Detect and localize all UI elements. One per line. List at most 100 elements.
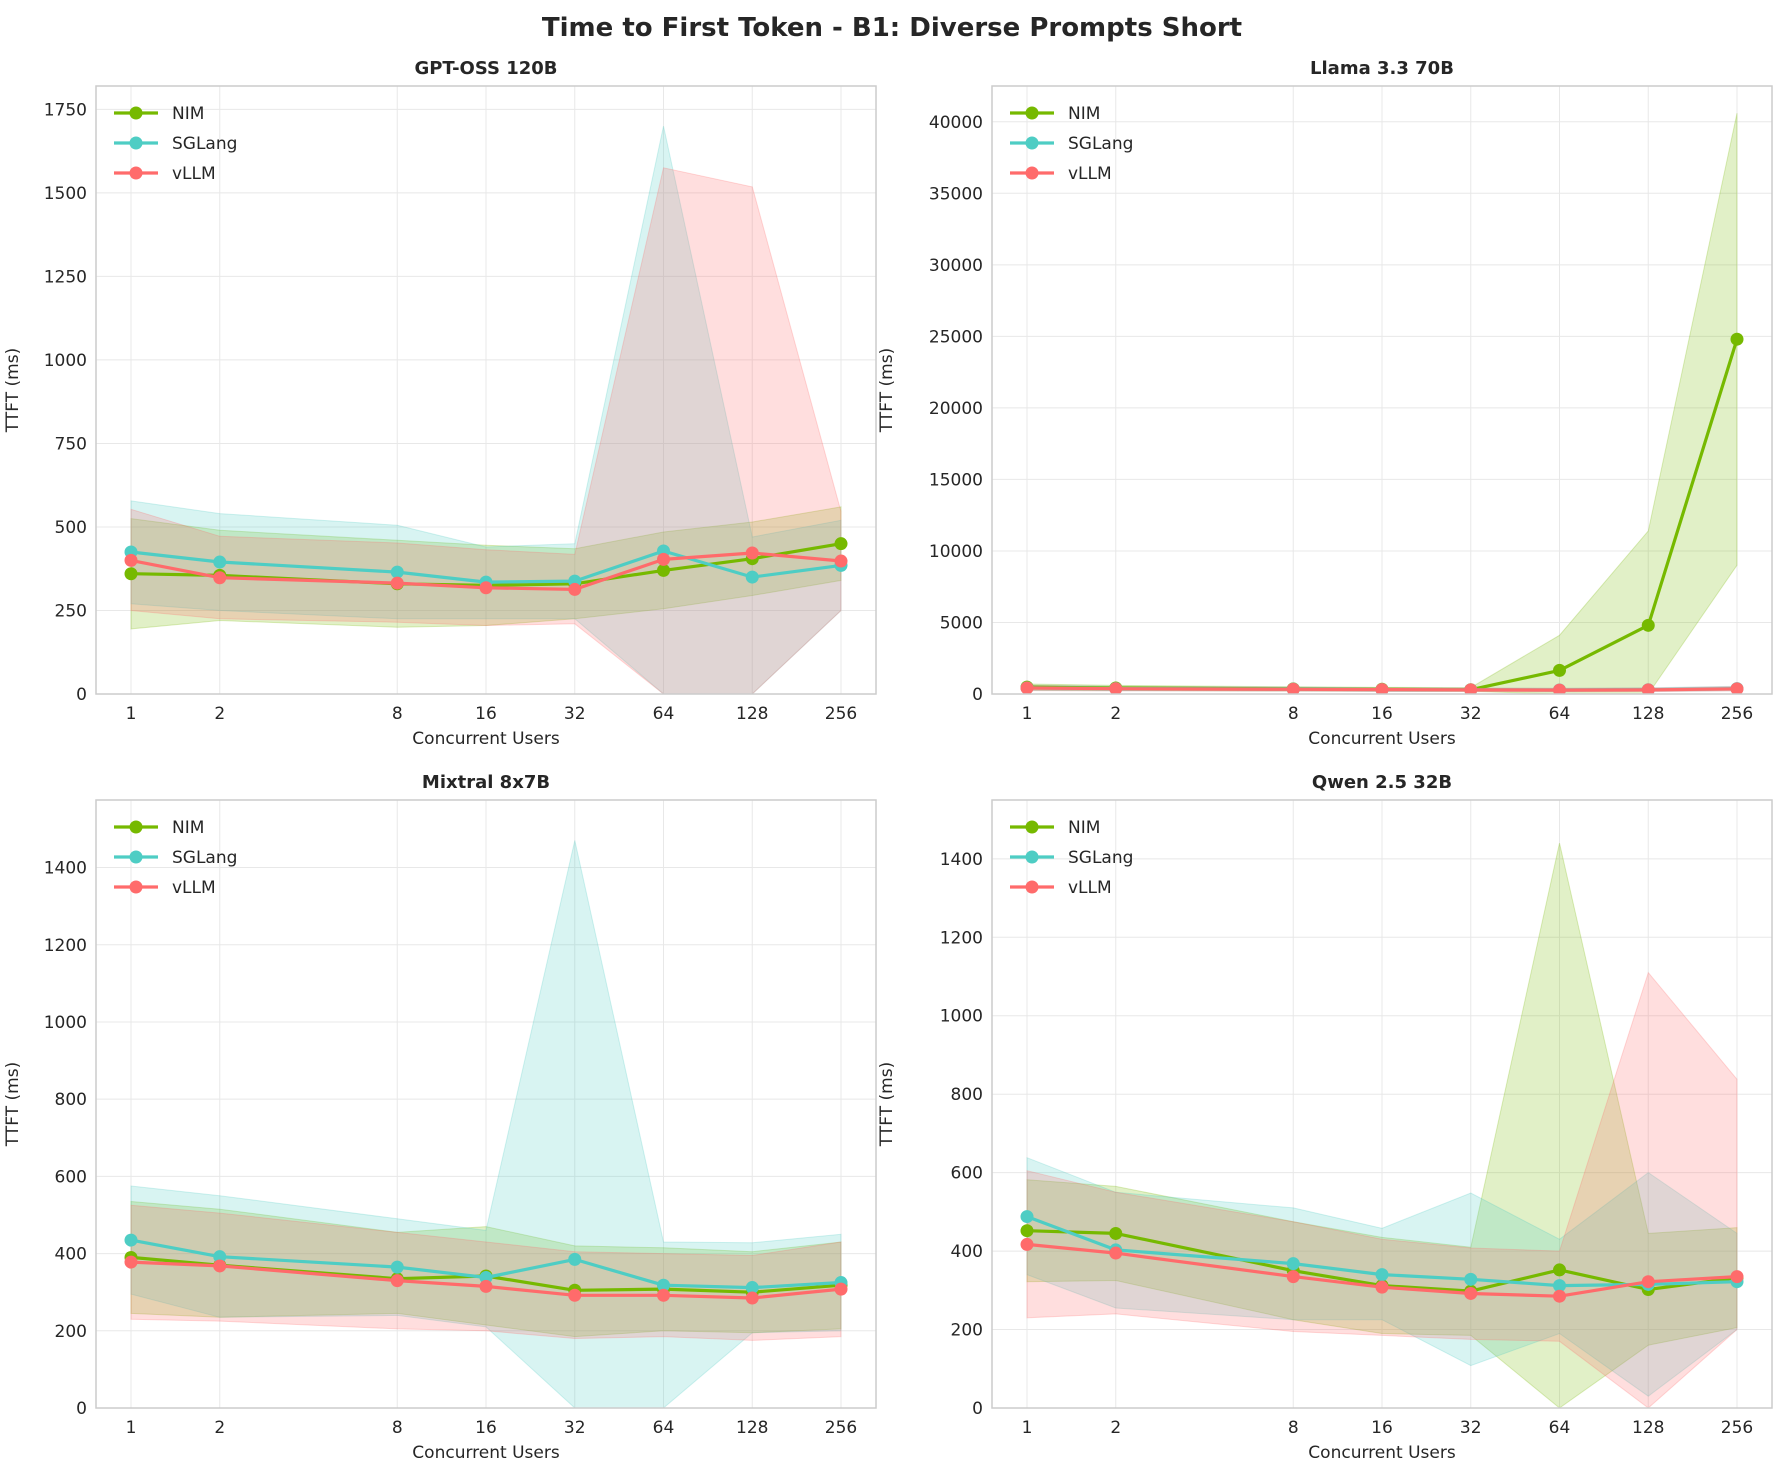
x-tick-label: 128	[736, 1418, 768, 1438]
subplot-1: 1 2 8 16 32 64 128 2560250500750100012501500175…	[3, 58, 877, 749]
x-tick-label: 256	[825, 704, 857, 724]
point-vllm	[124, 1255, 138, 1269]
point-nim	[1641, 618, 1655, 632]
x-tick-label: 8	[1288, 1418, 1299, 1438]
point-nim	[657, 563, 670, 577]
series-line-vllm	[1026, 686, 1738, 692]
legend-label-nim: NIM	[1068, 818, 1100, 838]
x-tick-label: 256	[1721, 704, 1753, 724]
series-line-vllm	[1026, 1242, 1738, 1298]
point-vllm	[745, 546, 759, 560]
y-axis-label: TTFT (ms)	[877, 348, 897, 433]
point-vllm	[1730, 682, 1744, 694]
point-sglang	[745, 1281, 759, 1295]
series-lines	[1020, 332, 1744, 694]
point-sglang	[213, 1250, 227, 1264]
subplot-2: 1 2 8 16 32 64 128 2560500010000150002000025000…	[877, 58, 1773, 749]
legend-marker-nim	[1025, 106, 1039, 120]
axes-frame	[95, 799, 877, 1409]
point-sglang	[1553, 1279, 1566, 1293]
x-tick-label: 32	[564, 1418, 586, 1438]
x-tick-label: 128	[1632, 1418, 1664, 1438]
y-tick-label: 1000	[44, 351, 87, 371]
y-tick-label: 0	[76, 685, 87, 705]
y-tick-label: 30000	[929, 256, 983, 276]
point-sglang	[1286, 1257, 1300, 1271]
series-line-nim	[130, 542, 842, 588]
point-vllm	[1109, 682, 1123, 694]
point-nim	[124, 567, 138, 581]
subplot-4: 1 2 8 16 32 64 128 2560200400600800100012001400…	[877, 772, 1773, 1463]
subplot-title: Llama 3.3 70B	[1310, 58, 1454, 79]
x-tick-label: 8	[1288, 704, 1299, 724]
grid	[96, 86, 876, 695]
x-tick-label: 32	[564, 704, 586, 724]
series-lines	[1020, 1210, 1744, 1303]
point-vllm	[1553, 683, 1566, 694]
point-vllm	[1641, 683, 1655, 694]
point-nim	[834, 537, 848, 551]
x-axis-label: Concurrent Users	[1308, 729, 1456, 749]
y-tick-label: 1200	[940, 928, 983, 948]
x-tick-label: 1	[126, 1418, 137, 1438]
point-vllm	[1553, 1289, 1566, 1303]
x-tick-label: 128	[1632, 704, 1664, 724]
point-vllm	[1464, 1286, 1478, 1300]
y-tick-label: 600	[55, 1167, 87, 1187]
x-tick-label: 1	[1022, 1418, 1033, 1438]
figure-title: Time to First Token - B1: Diverse Prompt…	[542, 13, 1242, 43]
axes-frame	[991, 799, 1773, 1409]
x-tick-label: 2	[214, 1418, 225, 1438]
y-tick-label: 1400	[940, 850, 983, 870]
y-tick-label: 1750	[44, 100, 87, 120]
x-tick-label: 16	[1371, 1418, 1393, 1438]
series-line-sglang	[130, 1238, 842, 1290]
x-tick-label: 32	[1460, 704, 1482, 724]
y-tick-label: 1250	[44, 267, 87, 287]
y-tick-label: 35000	[929, 184, 983, 204]
y-tick-label: 200	[951, 1321, 983, 1341]
legend-label-vllm: vLLM	[172, 878, 216, 898]
point-sglang	[390, 565, 404, 579]
point-nim	[1553, 1263, 1566, 1277]
legend-label-sglang: SGLang	[172, 134, 237, 154]
y-tick-label: 800	[951, 1085, 983, 1105]
legend-marker-nim	[129, 820, 143, 834]
point-sglang	[745, 570, 759, 584]
legend-marker-vllm	[1025, 880, 1039, 894]
point-vllm	[1375, 1280, 1389, 1294]
point-vllm	[1730, 1270, 1744, 1284]
point-vllm	[213, 1259, 227, 1273]
legend-label-nim: NIM	[172, 818, 204, 838]
legend: NIM SGLang vLLM	[1010, 818, 1133, 898]
point-vllm	[1286, 682, 1300, 694]
point-sglang	[124, 1233, 138, 1247]
band-sglang	[130, 840, 842, 1408]
point-vllm	[834, 554, 848, 568]
x-tick-label: 2	[214, 704, 225, 724]
legend-marker-sglang	[1025, 850, 1039, 864]
x-tick-label: 128	[736, 704, 768, 724]
x-tick-label: 16	[1371, 704, 1393, 724]
legend-label-sglang: SGLang	[1068, 848, 1133, 868]
point-nim	[1553, 663, 1566, 677]
legend-marker-vllm	[129, 166, 143, 180]
x-tick-label: 256	[1721, 1418, 1753, 1438]
point-vllm	[657, 1288, 670, 1302]
point-nim	[1020, 1224, 1034, 1238]
x-tick-label: 64	[1549, 704, 1571, 724]
legend-marker-vllm	[129, 880, 143, 894]
band-nim	[130, 506, 842, 630]
subplot-title: GPT-OSS 120B	[414, 58, 557, 79]
point-vllm	[124, 553, 138, 567]
y-tick-label: 800	[55, 1090, 87, 1110]
point-vllm	[390, 1274, 404, 1288]
legend-marker-sglang	[129, 850, 143, 864]
point-vllm	[1020, 681, 1034, 694]
series-line-vllm	[130, 551, 842, 592]
x-axis-label: Concurrent Users	[1308, 1443, 1456, 1463]
y-tick-label: 250	[55, 601, 87, 621]
y-tick-label: 1000	[44, 1013, 87, 1033]
x-tick-label: 32	[1460, 1418, 1482, 1438]
